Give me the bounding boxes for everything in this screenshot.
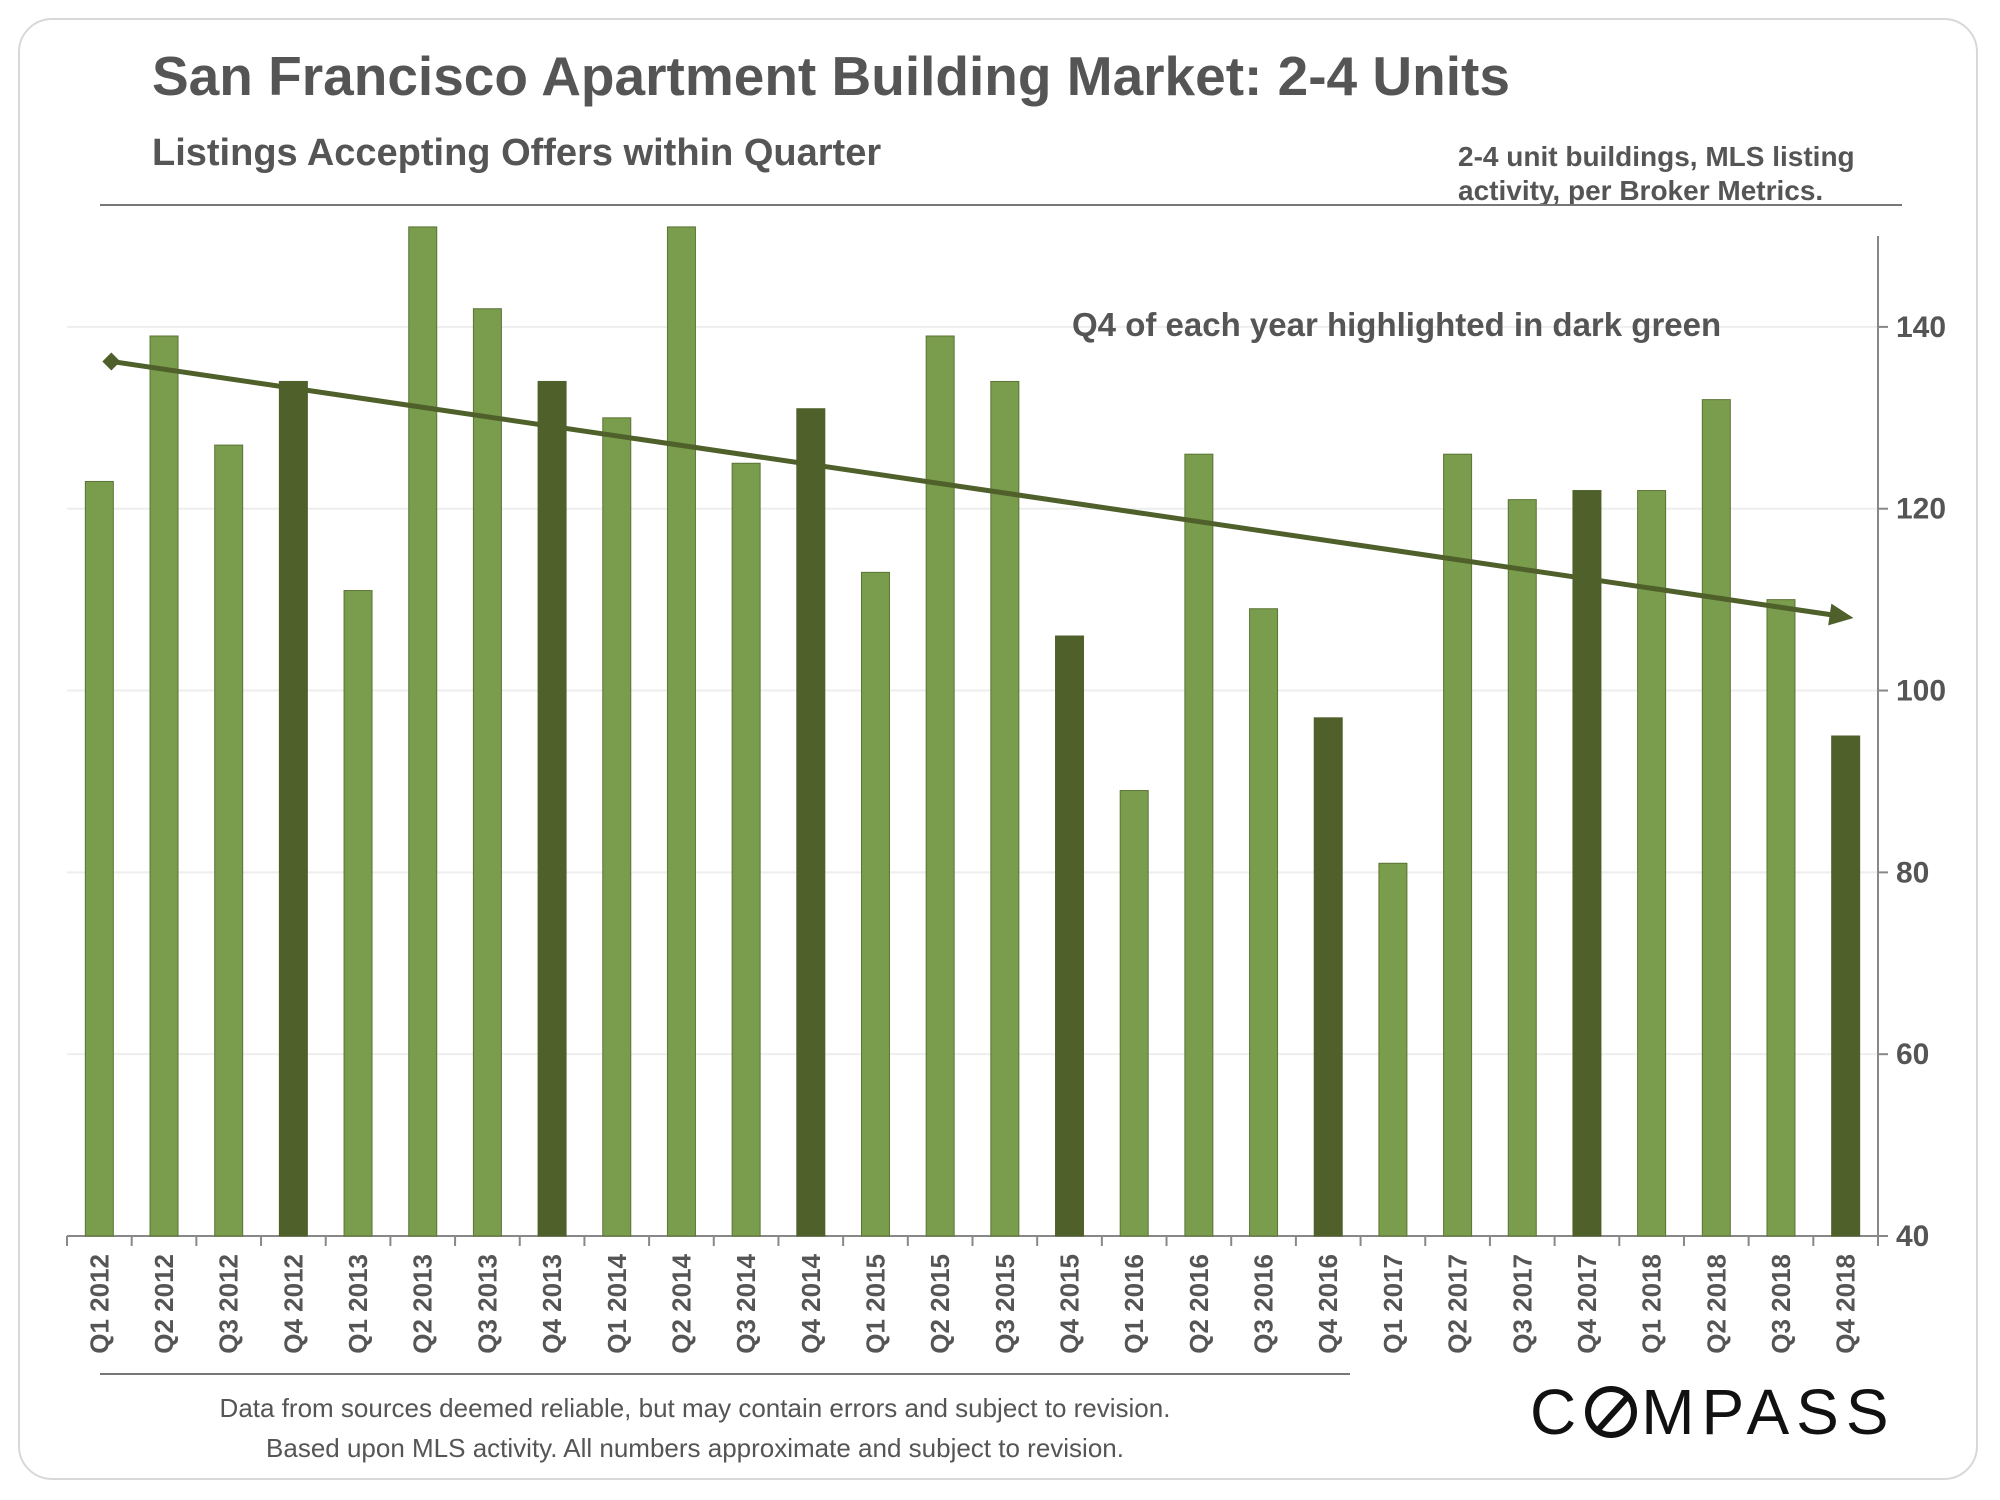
- disclaimer-line-1: Data from sources deemed reliable, but m…: [219, 1393, 1171, 1423]
- y-tick-label: 120: [1896, 493, 1946, 526]
- disclaimer-line-2: Based upon MLS activity. All numbers app…: [266, 1433, 1124, 1463]
- bar: [1507, 499, 1537, 1237]
- compass-logo: C MPASS: [1530, 1375, 1896, 1449]
- bar: [343, 590, 373, 1237]
- x-tick-label: Q1 2015: [860, 1254, 890, 1354]
- chart-subtitle: Listings Accepting Offers within Quarter: [152, 132, 882, 174]
- footer-divider: [100, 1373, 1350, 1375]
- bar: [860, 571, 890, 1237]
- bar-highlighted: [1055, 635, 1085, 1237]
- x-tick-label: Q4 2017: [1572, 1254, 1602, 1354]
- x-tick-label: Q4 2013: [537, 1254, 567, 1354]
- x-tick-label: Q1 2016: [1119, 1254, 1149, 1354]
- y-tick-label: 80: [1896, 856, 1929, 889]
- x-tick-label: Q3 2016: [1249, 1254, 1279, 1354]
- bar: [149, 335, 179, 1237]
- bar: [472, 308, 502, 1237]
- bar: [1637, 490, 1667, 1237]
- bar: [990, 380, 1020, 1237]
- y-tick-label: 60: [1896, 1038, 1929, 1071]
- bar: [1701, 399, 1731, 1237]
- x-tick-label: Q2 2013: [408, 1254, 438, 1354]
- bar: [214, 444, 244, 1237]
- logo-text-end: MPASS: [1641, 1376, 1896, 1448]
- header-divider: [100, 204, 1902, 206]
- bar: [731, 462, 761, 1237]
- bar: [408, 226, 438, 1237]
- x-tick-label: Q1 2013: [343, 1254, 373, 1354]
- bar-highlighted: [1313, 717, 1343, 1237]
- x-tick-label: Q1 2012: [84, 1254, 114, 1354]
- compass-o-icon: [1585, 1386, 1638, 1438]
- bar-highlighted: [537, 380, 567, 1237]
- bar: [1766, 599, 1796, 1237]
- bar: [1249, 608, 1279, 1237]
- source-note: 2-4 unit buildings, MLS listing activity…: [1458, 141, 1855, 206]
- x-tick-label: Q4 2014: [796, 1253, 826, 1353]
- logo-text-start: C: [1530, 1376, 1584, 1448]
- x-tick-label: Q1 2014: [602, 1253, 632, 1353]
- bar: [602, 417, 632, 1237]
- bar-highlighted: [278, 380, 308, 1237]
- bar: [925, 335, 955, 1237]
- x-tick-label: Q1 2018: [1637, 1254, 1667, 1354]
- trend-arrow-head: [1828, 603, 1854, 626]
- bar-highlighted: [1831, 735, 1861, 1237]
- bar: [1119, 790, 1149, 1237]
- bar: [666, 226, 696, 1237]
- x-tick-label: Q4 2015: [1055, 1254, 1085, 1354]
- x-tick-label: Q3 2018: [1766, 1254, 1796, 1354]
- x-tick-label: Q2 2017: [1443, 1254, 1473, 1354]
- bar: [84, 480, 114, 1237]
- x-tick-label: Q2 2016: [1184, 1254, 1214, 1354]
- trend-line: [110, 358, 1841, 619]
- bar-highlighted: [1572, 490, 1602, 1237]
- x-tick-label: Q2 2015: [925, 1254, 955, 1354]
- bar: [1184, 453, 1214, 1237]
- trend-start-marker: [102, 352, 121, 371]
- page-title: San Francisco Apartment Building Market:…: [152, 45, 1510, 107]
- x-tick-label: Q2 2014: [666, 1253, 696, 1353]
- x-tick-label: Q3 2014: [731, 1253, 761, 1353]
- x-tick-label: Q4 2012: [278, 1254, 308, 1354]
- bar: [1443, 453, 1473, 1237]
- x-tick-label: Q4 2016: [1313, 1254, 1343, 1354]
- y-tick-label: 40: [1896, 1220, 1929, 1253]
- bar-highlighted: [796, 408, 826, 1237]
- chart-frame: [18, 18, 1978, 1480]
- disclaimer: Data from sources deemed reliable, but m…: [140, 1388, 1250, 1468]
- y-tick-label: 140: [1896, 311, 1946, 344]
- y-tick-label: 100: [1896, 675, 1946, 708]
- x-tick-label: Q1 2017: [1378, 1254, 1408, 1354]
- x-tick-label: Q2 2018: [1701, 1254, 1731, 1354]
- x-tick-label: Q3 2015: [990, 1254, 1020, 1354]
- x-tick-label: Q2 2012: [149, 1254, 179, 1354]
- bar: [1378, 862, 1408, 1237]
- x-tick-label: Q3 2013: [472, 1254, 502, 1354]
- x-tick-label: Q4 2018: [1831, 1254, 1861, 1354]
- x-tick-label: Q3 2012: [214, 1254, 244, 1354]
- x-tick-label: Q3 2017: [1507, 1254, 1537, 1354]
- chart-annotation: Q4 of each year highlighted in dark gree…: [1072, 306, 1722, 343]
